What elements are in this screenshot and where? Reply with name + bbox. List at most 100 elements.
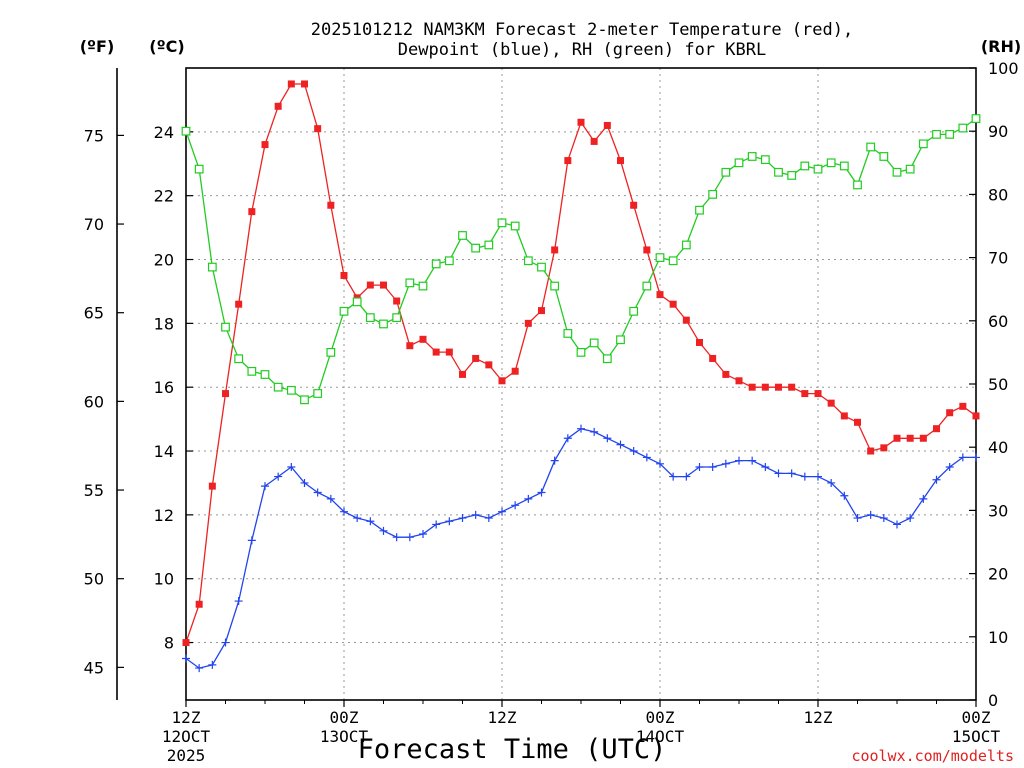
data-point bbox=[932, 475, 941, 484]
data-point bbox=[643, 246, 651, 254]
data-point bbox=[405, 533, 414, 542]
data-point bbox=[774, 469, 783, 478]
data-point bbox=[326, 494, 335, 503]
data-point bbox=[182, 639, 190, 647]
data-point bbox=[379, 319, 388, 329]
fahrenheit-unit-label: (ºF) bbox=[80, 37, 115, 56]
data-point bbox=[655, 253, 665, 263]
data-point bbox=[208, 482, 216, 490]
data-point bbox=[971, 114, 981, 123]
data-point bbox=[551, 246, 559, 254]
fahrenheit-tick-label: 60 bbox=[84, 392, 104, 411]
data-point bbox=[273, 382, 283, 392]
data-point bbox=[537, 262, 546, 272]
data-point bbox=[577, 424, 585, 433]
data-point bbox=[498, 377, 506, 385]
data-point bbox=[524, 319, 532, 327]
x-tick-label: 12Z bbox=[804, 708, 833, 727]
data-point bbox=[656, 291, 664, 299]
data-point bbox=[800, 472, 809, 481]
data-point bbox=[247, 366, 257, 376]
data-point bbox=[445, 348, 453, 356]
rh-tick-label: 50 bbox=[988, 375, 1008, 394]
data-point bbox=[629, 306, 639, 316]
x-tick-label: 12Z bbox=[172, 708, 201, 727]
data-point bbox=[524, 494, 533, 503]
celsius-tick-label: 18 bbox=[154, 314, 174, 333]
data-point bbox=[590, 427, 599, 436]
x-tick-label: 12Z bbox=[488, 708, 517, 727]
data-point bbox=[287, 462, 296, 471]
data-point bbox=[709, 354, 717, 362]
data-point bbox=[208, 660, 217, 669]
data-point bbox=[972, 453, 980, 462]
data-point bbox=[327, 201, 335, 209]
series-line bbox=[185, 118, 977, 401]
data-point bbox=[932, 129, 941, 139]
data-point bbox=[708, 190, 718, 199]
fahrenheit-tick-label: 45 bbox=[84, 658, 104, 677]
data-point bbox=[603, 121, 611, 129]
data-point bbox=[497, 218, 507, 228]
data-point bbox=[234, 597, 243, 606]
plot-frame bbox=[185, 67, 977, 701]
data-point bbox=[419, 335, 427, 343]
rh-tick-label: 10 bbox=[988, 628, 1008, 647]
rh-tick-label: 40 bbox=[988, 438, 1008, 457]
data-point bbox=[814, 472, 822, 481]
data-point bbox=[933, 425, 940, 433]
data-point bbox=[787, 469, 796, 478]
data-point bbox=[194, 164, 204, 174]
rh-unit-label: (RH) bbox=[981, 37, 1021, 56]
data-point bbox=[445, 517, 454, 526]
rh-tick-label: 0 bbox=[988, 691, 998, 710]
fahrenheit-tick-label: 70 bbox=[84, 215, 104, 234]
data-point bbox=[498, 507, 506, 516]
data-point bbox=[629, 447, 638, 456]
x-axis-title: Forecast Time (UTC) bbox=[358, 734, 667, 765]
data-point bbox=[538, 307, 545, 315]
rh-tick-label: 70 bbox=[988, 249, 1008, 268]
data-point bbox=[946, 409, 954, 417]
celsius-tick-label: 10 bbox=[154, 570, 174, 589]
x-tick-label: 15OCT bbox=[952, 727, 1001, 746]
data-point bbox=[564, 157, 572, 165]
data-point bbox=[484, 514, 493, 523]
x-tick-label: 12OCT bbox=[162, 727, 211, 746]
chart-title-line2: Dewpoint (blue), RH (green) for KBRL bbox=[398, 40, 766, 60]
data-point bbox=[788, 383, 796, 391]
x-tick-label: 00Z bbox=[646, 708, 675, 727]
data-point bbox=[919, 434, 927, 442]
x-tick-label: 2025 bbox=[167, 746, 206, 765]
series-line bbox=[185, 427, 976, 669]
data-point bbox=[787, 171, 797, 180]
data-point bbox=[247, 536, 256, 545]
celsius-tick-label: 12 bbox=[154, 506, 174, 525]
fahrenheit-tick-label: 75 bbox=[84, 126, 104, 145]
x-tick-label: 00Z bbox=[330, 708, 359, 727]
data-point bbox=[748, 456, 757, 465]
data-point bbox=[392, 533, 401, 542]
data-point bbox=[617, 157, 624, 165]
data-point bbox=[721, 459, 730, 468]
series bbox=[181, 80, 981, 673]
data-point bbox=[668, 256, 678, 266]
data-point bbox=[642, 281, 652, 291]
data-point bbox=[696, 339, 703, 347]
data-point bbox=[839, 161, 849, 171]
data-point bbox=[484, 240, 494, 250]
grid bbox=[186, 68, 976, 700]
chart-title-line1: 2025101212 NAM3KM Forecast 2-meter Tempe… bbox=[311, 20, 853, 40]
data-point bbox=[722, 370, 730, 378]
data-point bbox=[300, 395, 309, 405]
data-point bbox=[656, 459, 664, 468]
data-point bbox=[221, 638, 230, 647]
data-point bbox=[366, 517, 375, 526]
data-point bbox=[682, 472, 691, 481]
data-point bbox=[301, 80, 308, 88]
data-point bbox=[616, 440, 625, 449]
data-point bbox=[314, 125, 322, 133]
data-point bbox=[523, 256, 533, 266]
x-tick-label: 00Z bbox=[962, 708, 991, 727]
fahrenheit-tick-label: 65 bbox=[84, 304, 104, 323]
